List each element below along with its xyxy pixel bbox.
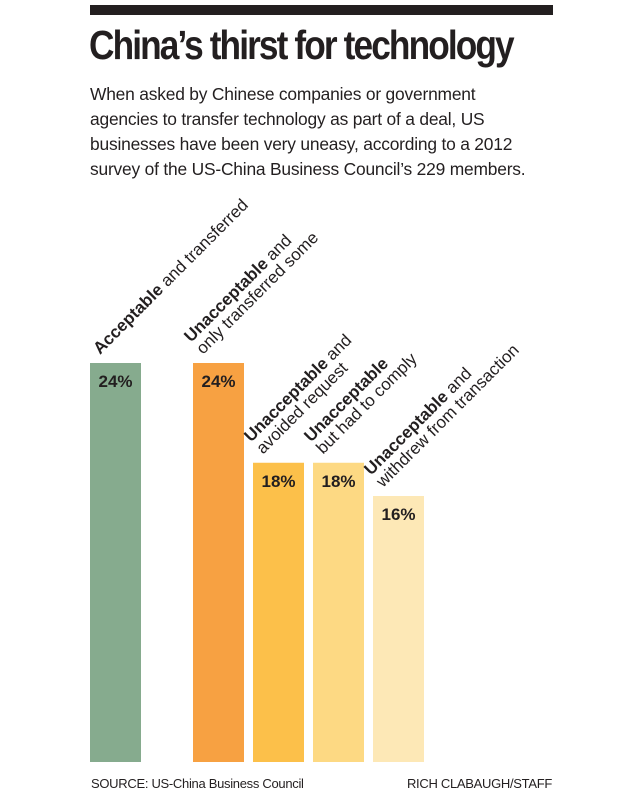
value-label: 16% [381,505,415,524]
bar-4 [313,462,364,762]
category-label-bold: Acceptable [89,280,167,358]
value-label: 24% [201,372,235,391]
subtitle-line: When asked by Chinese companies or gover… [90,84,476,104]
bar-2 [193,363,244,762]
bar-3 [253,462,304,762]
subtitle-line: agencies to transfer technology as part … [90,109,485,129]
top-rule [90,5,553,15]
value-label: 18% [261,472,295,491]
bar-5 [373,496,424,762]
value-label: 24% [98,372,132,391]
subtitle-line: businesses have been very uneasy, accord… [90,134,513,154]
credit-note: RICH CLABAUGH/STAFF [406,776,552,791]
subtitle-line: survey of the US-China Business Council’… [90,159,526,179]
value-label: 18% [321,472,355,491]
chart-title: China’s thirst for technology [89,22,515,68]
source-note: SOURCE: US-China Business Council [91,776,304,791]
chart-subtitle: When asked by Chinese companies or gover… [90,82,560,182]
bar-1 [90,363,141,762]
